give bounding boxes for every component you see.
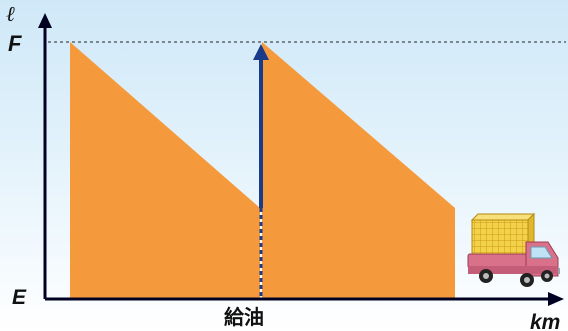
y-axis-arrowhead <box>38 13 52 28</box>
empty-label: E <box>12 286 27 309</box>
fuel-area-leg-1 <box>70 42 260 299</box>
x-axis-arrowhead <box>548 292 564 306</box>
full-label: F <box>8 31 22 56</box>
x-axis-unit-label: km <box>530 311 561 331</box>
fuel-area-leg-2 <box>262 42 455 299</box>
refuel-label: 給油 <box>224 305 264 329</box>
delivery-truck-icon <box>467 212 560 287</box>
y-axis-unit-label: ℓ <box>6 2 15 26</box>
